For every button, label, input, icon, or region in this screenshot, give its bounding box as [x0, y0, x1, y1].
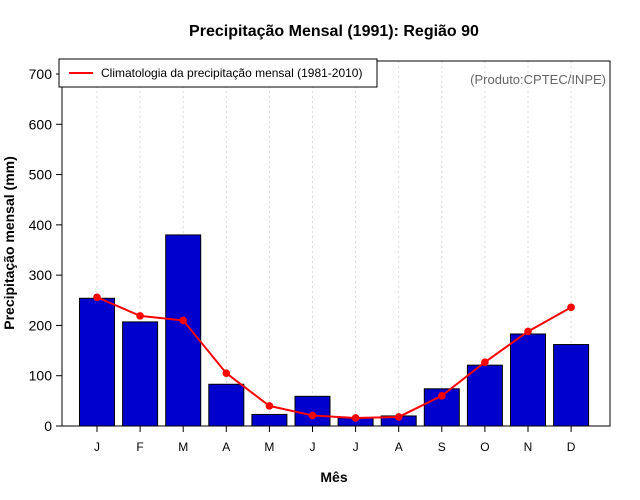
- climatology-point: [222, 369, 231, 378]
- bar: [251, 413, 288, 427]
- y-tick-label: 400: [29, 217, 53, 233]
- product-annotation: (Produto:CPTEC/INPE): [470, 72, 606, 87]
- climatology-point: [308, 411, 317, 420]
- bar: [294, 395, 331, 427]
- bar: [510, 333, 546, 427]
- x-tick-label: N: [524, 440, 533, 454]
- climatology-point: [524, 327, 532, 336]
- y-tick-label: 200: [29, 317, 53, 333]
- grid-lines: [96, 61, 572, 426]
- climatology-point: [136, 312, 144, 320]
- climatology-point: [438, 392, 446, 400]
- climatology-point: [567, 303, 575, 312]
- climatology-line-group: [93, 293, 575, 422]
- y-tick-label: 600: [29, 116, 53, 132]
- x-tick-label: O: [480, 440, 489, 454]
- climatology-line: [96, 296, 572, 419]
- y-axis-label: Precipitação mensal (mm): [1, 156, 17, 330]
- y-tick-label: 500: [29, 167, 53, 183]
- climatology-point: [93, 293, 101, 302]
- x-axis-label: Mês: [320, 469, 347, 485]
- y-tick-label: 0: [44, 418, 52, 434]
- bar: [553, 344, 590, 427]
- bar: [165, 234, 202, 427]
- bars-group: [79, 234, 590, 427]
- climatology-point: [351, 414, 360, 422]
- y-tick-label: 100: [29, 368, 53, 384]
- bar: [208, 383, 245, 427]
- x-tick-label: D: [567, 440, 576, 454]
- x-tick-label: J: [353, 440, 359, 454]
- climatology-point: [179, 316, 187, 325]
- x-tick-label: F: [136, 440, 143, 454]
- legend-box: [58, 58, 378, 88]
- climatology-point: [265, 402, 274, 410]
- bar: [466, 364, 503, 427]
- y-tick-label: 700: [29, 66, 53, 82]
- x-tick-label: S: [438, 440, 446, 454]
- bar: [79, 297, 115, 427]
- x-tick-label: J: [310, 440, 316, 454]
- climatology-point: [394, 413, 403, 421]
- y-tick-label: 300: [29, 267, 53, 283]
- legend: Climatologia da precipitação mensal (198…: [58, 58, 378, 88]
- x-tick-label: M: [264, 440, 274, 454]
- x-tick-label: A: [395, 440, 403, 454]
- y-axis: 0 100 200 300 400 500 600 700: [29, 66, 62, 434]
- bar: [122, 321, 159, 427]
- x-tick-label: J: [94, 440, 100, 454]
- x-tick-label: A: [222, 440, 230, 454]
- chart-title: Precipitação Mensal (1991): Região 90: [189, 23, 479, 40]
- climatology-point: [481, 358, 489, 366]
- legend-entry-climatology: Climatologia da precipitação mensal (198…: [101, 66, 362, 80]
- x-tick-label: M: [178, 440, 188, 454]
